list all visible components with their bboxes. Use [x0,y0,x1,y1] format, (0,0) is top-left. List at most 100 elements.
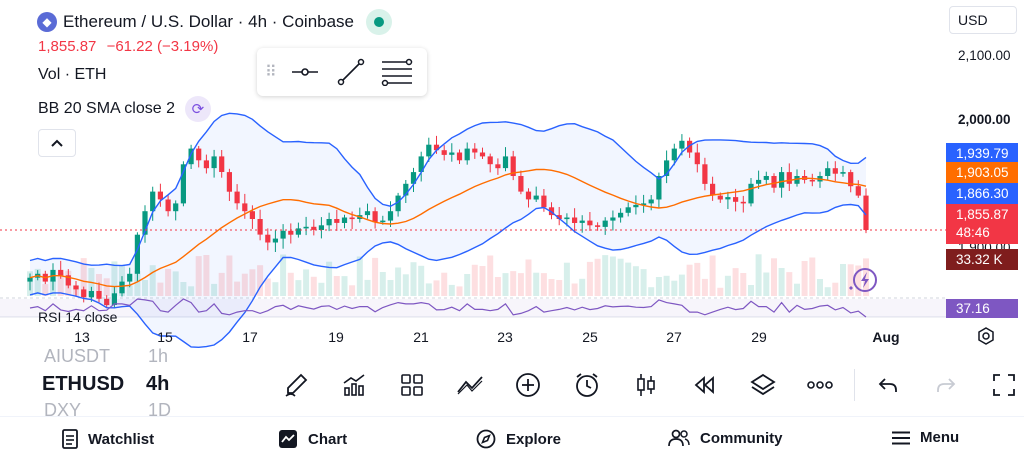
next-symbol-interval[interactable]: 1D [148,400,172,420]
layouts-grid-icon[interactable] [398,371,426,399]
volume-bar [847,264,854,296]
candle-body [832,168,838,174]
nav-explore[interactable]: Explore [476,429,561,449]
current-interval[interactable]: 4h [146,373,170,395]
compass-icon [476,429,496,449]
volume-bar [594,258,601,296]
volume-bar [632,266,639,296]
volume-bar [149,265,156,296]
nav-chart[interactable]: Chart [278,429,347,449]
volume-bar [241,273,248,296]
replay-rewind-icon[interactable] [690,371,718,399]
candle-body [127,273,133,282]
volume-bar [809,257,816,296]
candle-body [725,197,731,200]
nav-community-label: Community [700,429,783,447]
candle-body [81,289,87,298]
indicators-icon[interactable] [340,371,368,399]
drawing-pen-icon[interactable] [282,371,310,399]
prev-symbol[interactable]: AIUSDT [44,346,111,366]
volume-bar [264,278,271,296]
trend-line-tool-icon[interactable] [335,56,367,88]
candle-body [203,160,209,169]
axis-settings-icon[interactable] [976,326,996,346]
candle-body [326,219,332,226]
current-symbol[interactable]: ETHUSD [42,373,125,395]
volume-bar [326,261,333,296]
volume-legend[interactable]: Vol · ETH [38,66,107,83]
nav-community[interactable]: Community [668,429,783,447]
candle-body [311,226,317,230]
candle-body [449,152,455,155]
compare-symbols-icon[interactable] [456,371,484,399]
price-chart[interactable] [0,0,946,352]
fullscreen-icon[interactable] [990,371,1018,399]
volume-bar [456,286,463,296]
chart-icon [279,430,297,448]
volume-bar [303,269,310,296]
candle-body [272,238,278,243]
candle-body [456,152,463,161]
more-dots-icon[interactable] [806,371,834,399]
collapse-legend-button[interactable] [38,129,76,157]
chart-area[interactable]: ◆ Ethereum / U.S. Dollar · 4h · Coinbase… [0,0,1024,352]
volume-bar [671,280,678,296]
candle-body [533,195,539,200]
volume-bar [502,273,509,296]
volume-bar [234,281,241,296]
volume-bar [487,255,494,296]
volume-bar [226,255,233,296]
volume-bar [571,283,578,296]
candle-body [771,176,777,188]
candle-body [464,148,470,161]
drawing-toolbar[interactable]: ⠿ [257,48,427,96]
volume-bar [602,255,609,296]
bb-basis-tag: 1,903.05 [946,162,1018,183]
nav-menu[interactable]: Menu [892,429,959,446]
volume-bar [678,274,685,296]
volume-bar [287,272,294,296]
price-axis-label: 2,100.00 [958,48,1011,63]
symbol-title[interactable]: ◆ Ethereum / U.S. Dollar · 4h · Coinbase [37,9,393,35]
drag-handle-icon[interactable]: ⠿ [265,64,277,81]
candle-body [96,291,102,299]
candle-body [318,225,324,230]
time-axis-label: 23 [497,329,513,345]
redo-icon[interactable] [932,371,960,399]
candles-chart-type-icon[interactable] [632,371,660,399]
volume-bar [372,257,379,296]
candle-body [387,211,394,221]
candle-body [618,212,624,218]
candle-body [303,226,309,229]
candle-body [664,160,670,176]
refresh-icon[interactable]: ⟳ [184,96,211,122]
prev-symbol-interval[interactable]: 1h [148,346,169,366]
alert-clock-icon[interactable] [573,371,601,399]
volume-bar [510,271,517,296]
add-plus-icon[interactable] [514,371,542,399]
lightning-icon[interactable] [846,266,878,296]
volume-bar [211,283,218,296]
volume-bar [448,284,455,296]
fib-retracement-tool-icon[interactable] [381,56,413,88]
volume-tag: 33.32 K [946,249,1018,270]
layers-icon[interactable] [749,371,777,399]
volume-bar [172,271,179,296]
rsi-legend[interactable]: RSI 14 close [38,309,118,325]
undo-icon[interactable] [874,371,902,399]
candle-body [656,176,662,200]
time-axis-label: 29 [751,329,767,345]
volume-bar [517,273,524,296]
candle-body [226,172,232,192]
bb-legend[interactable]: BB 20 SMA close 2 ⟳ [38,96,211,122]
candle-body [334,219,340,223]
currency-select[interactable]: USD [949,6,1017,34]
bb-basis-line [29,168,867,288]
volume-bar [771,258,777,296]
toolbar-divider [854,369,855,401]
candle-body [863,195,869,230]
community-icon [668,429,690,447]
next-symbol[interactable]: DXY [44,400,82,420]
nav-watchlist[interactable]: Watchlist [62,429,154,449]
horizontal-line-tool-icon[interactable] [289,56,321,88]
